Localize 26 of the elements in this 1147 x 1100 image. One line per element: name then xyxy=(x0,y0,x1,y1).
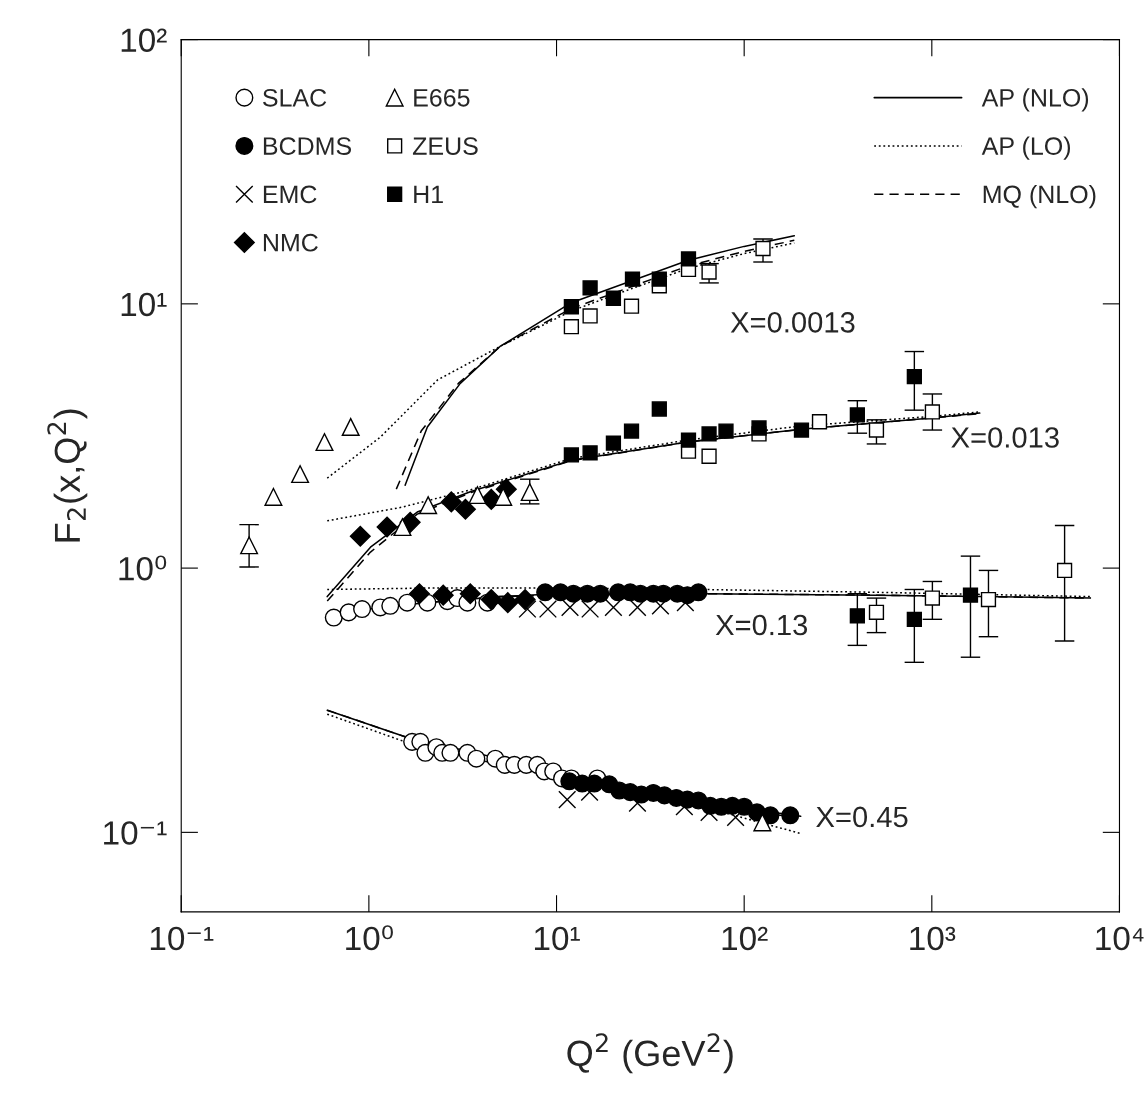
legend-label: AP (LO) xyxy=(981,136,1071,160)
y-tick-label: 10¹ xyxy=(121,292,167,317)
legend-label: ZEUS xyxy=(412,137,478,155)
x-tick-label: 10² xyxy=(722,926,768,951)
legend-label: MQ (NLO) xyxy=(983,184,1096,209)
legend-label: SLAC xyxy=(263,88,327,107)
x-tick-label: 10⁻¹ xyxy=(150,926,214,951)
y-tick-label: 10⁰ xyxy=(119,555,167,581)
x-tick-label: 10³ xyxy=(910,926,956,951)
y-axis-title: F$_{2}$(x,Q$^{2}$) xyxy=(47,409,88,542)
legend-label: AP (NLO) xyxy=(981,88,1089,112)
x-axis-title: Q$^{2}$ (GeV$^{2}$) xyxy=(567,1033,733,1074)
annotation: X=0.45 xyxy=(816,806,908,828)
y-tick-label: 10⁻¹ xyxy=(104,821,167,845)
annotation: X=0.0013 xyxy=(730,312,855,333)
x-tick-label: 10⁰ xyxy=(346,925,393,951)
legend-label: EMC xyxy=(263,185,317,204)
legend-label: NMC xyxy=(263,233,318,252)
y-tick-label: 10² xyxy=(121,28,167,53)
annotation: X=0.13 xyxy=(715,614,808,636)
annotation: X=0.013 xyxy=(951,427,1059,448)
legend-label: BCDMS xyxy=(263,137,352,155)
x-tick-label: 10¹ xyxy=(534,926,580,951)
legend-label: E665 xyxy=(414,88,470,107)
legend-label: H1 xyxy=(414,185,443,203)
x-tick-label: 10⁴ xyxy=(1096,926,1144,951)
